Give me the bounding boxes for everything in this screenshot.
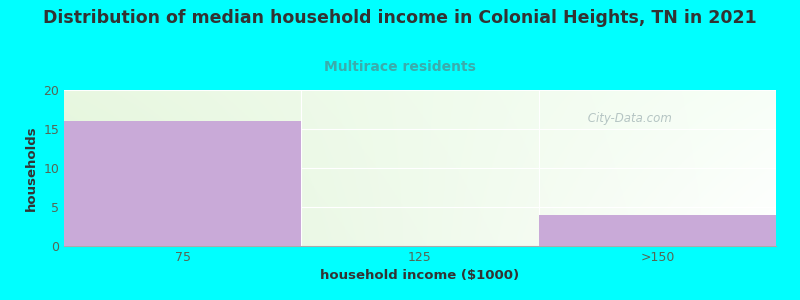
Bar xyxy=(538,215,776,246)
Text: Distribution of median household income in Colonial Heights, TN in 2021: Distribution of median household income … xyxy=(43,9,757,27)
Text: City-Data.com: City-Data.com xyxy=(584,112,672,124)
Bar xyxy=(64,121,302,246)
X-axis label: household income ($1000): household income ($1000) xyxy=(321,269,519,282)
Text: Multirace residents: Multirace residents xyxy=(324,60,476,74)
Y-axis label: households: households xyxy=(25,125,38,211)
